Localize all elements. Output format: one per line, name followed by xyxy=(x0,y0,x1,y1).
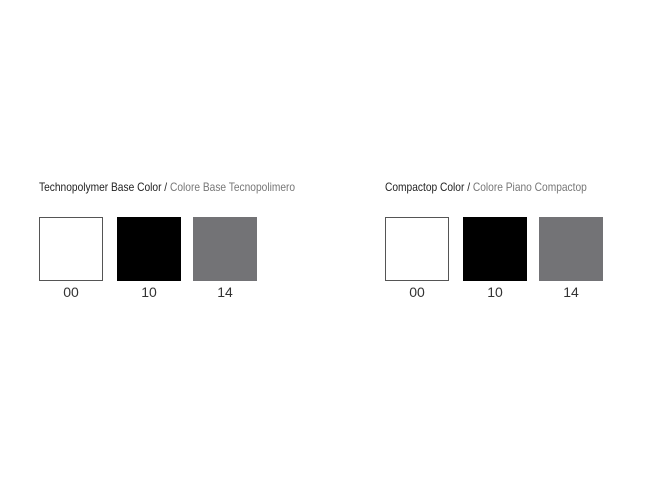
technopolymer-base-color-group: Technopolymer Base Color / Colore Base T… xyxy=(39,180,340,300)
group-title: Technopolymer Base Color / Colore Base T… xyxy=(39,180,296,194)
swatch-00 xyxy=(385,217,449,281)
swatch-label: 10 xyxy=(141,284,157,300)
swatch-00 xyxy=(39,217,103,281)
swatch-10 xyxy=(463,217,527,281)
swatch-label: 00 xyxy=(63,284,79,300)
swatch-14 xyxy=(539,217,603,281)
swatch-label: 10 xyxy=(487,284,503,300)
swatch-10 xyxy=(117,217,181,281)
swatch-label: 00 xyxy=(409,284,425,300)
compactop-color-group: Compactop Color / Colore Piano Compactop… xyxy=(385,180,622,300)
swatch-label: 14 xyxy=(563,284,579,300)
swatch-14 xyxy=(193,217,257,281)
group-title: Compactop Color / Colore Piano Compactop xyxy=(385,180,587,194)
swatch-label: 14 xyxy=(217,284,233,300)
